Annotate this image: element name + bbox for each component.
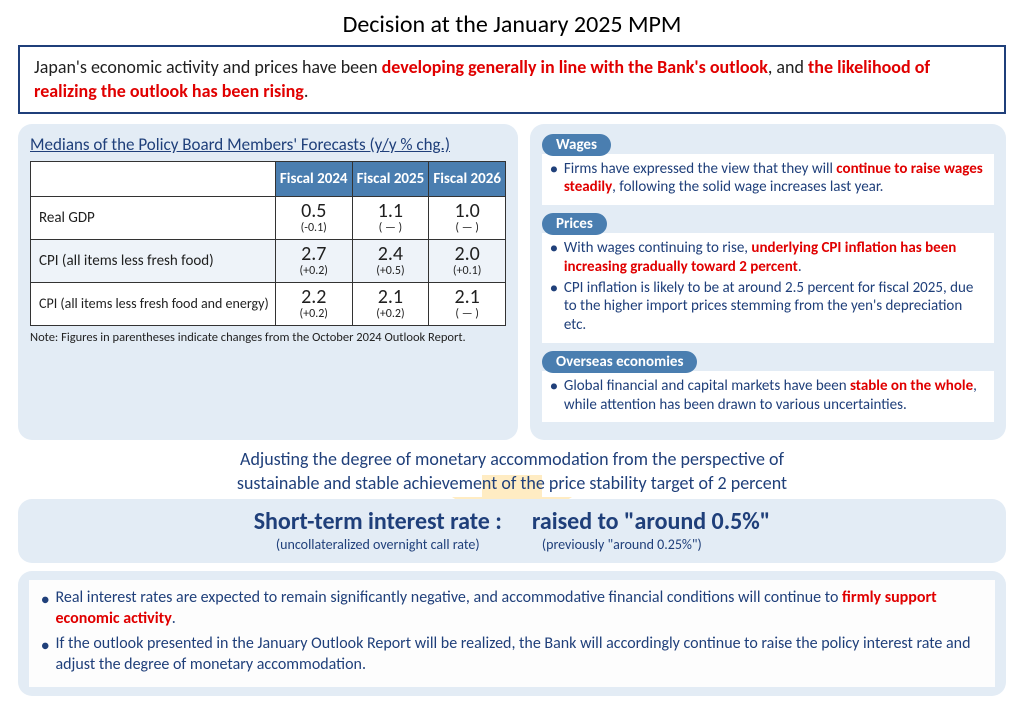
summary-mid: , and [768,56,808,78]
section-wages: Wages ●Firms have expressed the view tha… [542,134,994,206]
bullet-icon: ● [550,162,558,198]
section-prices: Prices ●With wages continuing to rise, u… [542,213,994,343]
list-text: Global financial and capital markets hav… [564,377,986,415]
summary-post: . [304,80,309,102]
forecast-note: Note: Figures in parentheses indicate ch… [30,330,506,345]
row-label: Real GDP [31,196,276,239]
forecast-panel: Medians of the Policy Board Members' For… [18,124,518,441]
list-item: ●Firms have expressed the view that they… [550,160,986,198]
row-label: CPI (all items less fresh food) [31,239,276,282]
bottom-item: ●If the outlook presented in the January… [41,634,983,676]
table-cell: 2.1(+0.2) [352,282,429,325]
bullet-icon: ● [41,591,49,630]
list-text: Firms have expressed the view that they … [564,160,986,198]
list-text: With wages continuing to rise, underlyin… [564,239,986,277]
adjust-text: Adjusting the degree of monetary accommo… [18,448,1006,495]
table-cell: 0.5(-0.1) [275,196,352,239]
rate-right-sub: (previously "around 0.25%") [532,536,770,553]
forecast-table: Fiscal 2024 Fiscal 2025 Fiscal 2026 Real… [30,161,506,326]
summary-box: Japan's economic activity and prices hav… [18,45,1006,114]
tag-prices: Prices [542,213,607,235]
bullet-icon: ● [550,281,558,335]
bottom-text: Real interest rates are expected to rema… [55,588,983,630]
col-fy2025: Fiscal 2025 [352,161,429,196]
rate-right-big: raised to "around 0.5%" [532,507,770,536]
table-cell: 2.7(+0.2) [275,239,352,282]
rate-left-big: Short-term interest rate : [254,507,502,536]
table-cell: 1.1( — ) [352,196,429,239]
table-cell: 1.0( — ) [429,196,506,239]
table-cell: 2.2(+0.2) [275,282,352,325]
commentary-panel: Wages ●Firms have expressed the view tha… [530,124,1006,441]
list-text: CPI inflation is likely to be at around … [564,279,986,335]
table-corner [31,161,276,196]
adjust-l1: Adjusting the degree of monetary accommo… [240,448,784,470]
bottom-panel: ●Real interest rates are expected to rem… [18,571,1006,696]
bottom-text: If the outlook presented in the January … [55,634,983,676]
table-cell: 2.1( — ) [429,282,506,325]
row-label: CPI (all items less fresh food and energ… [31,282,276,325]
rate-box: Short-term interest rate : (uncollateral… [18,499,1006,563]
page-title: Decision at the January 2025 MPM [18,10,1006,39]
summary-pre: Japan's economic activity and prices hav… [34,56,382,78]
bullet-icon: ● [550,379,558,415]
bullet-icon: ● [550,241,558,277]
bullet-icon: ● [41,637,49,676]
list-item: ●With wages continuing to rise, underlyi… [550,239,986,277]
section-overseas: Overseas economies ●Global financial and… [542,351,994,423]
table-cell: 2.4(+0.5) [352,239,429,282]
list-item: ●CPI inflation is likely to be at around… [550,279,986,335]
tag-overseas: Overseas economies [542,351,697,373]
summary-hl1: developing generally in line with the Ba… [382,56,768,78]
bottom-item: ●Real interest rates are expected to rem… [41,588,983,630]
list-item: ●Global financial and capital markets ha… [550,377,986,415]
rate-left-sub: (uncollateralized overnight call rate) [254,536,502,553]
table-cell: 2.0(+0.1) [429,239,506,282]
adjust-l2: sustainable and stable achievement of th… [237,472,787,494]
forecast-title: Medians of the Policy Board Members' For… [30,134,506,155]
col-fy2024: Fiscal 2024 [275,161,352,196]
col-fy2026: Fiscal 2026 [429,161,506,196]
tag-wages: Wages [542,134,611,156]
